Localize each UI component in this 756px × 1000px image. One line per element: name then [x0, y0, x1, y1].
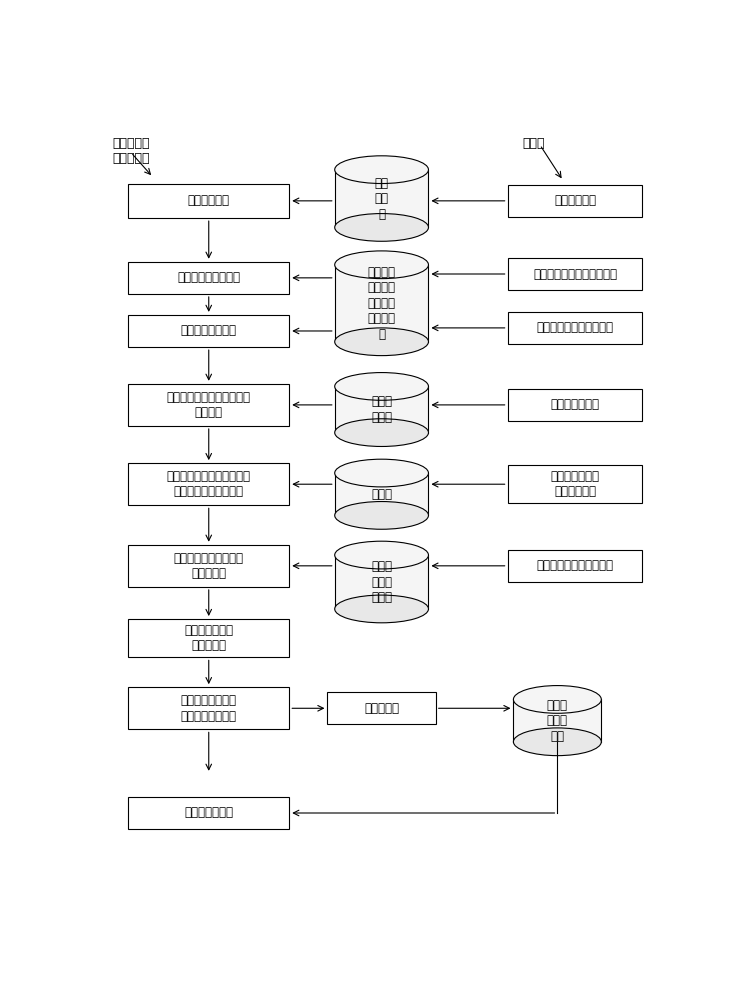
Text: 监控虚拟机实例: 监控虚拟机实例 [550, 398, 600, 411]
Bar [513, 699, 601, 742]
Text: 维护虚拟靶机镜像文件库: 维护虚拟靶机镜像文件库 [537, 321, 613, 334]
Bar [129, 687, 290, 729]
Bar [129, 463, 290, 505]
Ellipse shape [335, 156, 429, 184]
Ellipse shape [335, 373, 429, 400]
Bar [327, 692, 435, 724]
Text: 维护虚拟攻击机镜像文件库: 维护虚拟攻击机镜像文件库 [533, 267, 617, 280]
Text: 捕获的
网络数
据包: 捕获的 网络数 据包 [547, 699, 568, 743]
Text: 局域网用户
互联网用户: 局域网用户 互联网用户 [112, 137, 150, 165]
Bar [335, 265, 429, 342]
Ellipse shape [513, 686, 601, 713]
Ellipse shape [335, 419, 429, 446]
Bar [507, 312, 643, 344]
Bar [507, 550, 643, 582]
Text: 维护操作系统和
应用软件漏洞: 维护操作系统和 应用软件漏洞 [550, 470, 600, 498]
Text: 创建虚拟攻击机实例: 创建虚拟攻击机实例 [177, 271, 240, 284]
Text: 虚拟机
实例库: 虚拟机 实例库 [371, 395, 392, 424]
Ellipse shape [335, 459, 429, 487]
Text: 攻击工
具和防
护工具: 攻击工 具和防 护工具 [371, 560, 392, 604]
Text: 配置虚拟攻击机实例内
的攻击工具: 配置虚拟攻击机实例内 的攻击工具 [174, 552, 243, 580]
Text: 创建虚拟靶机实例: 创建虚拟靶机实例 [181, 324, 237, 337]
Text: 漏洞库: 漏洞库 [371, 488, 392, 501]
Text: 用户帐号验证: 用户帐号验证 [187, 194, 230, 207]
Bar [507, 185, 643, 217]
Ellipse shape [335, 251, 429, 279]
Ellipse shape [335, 541, 429, 569]
Text: 维护攻击工具和防护工具: 维护攻击工具和防护工具 [537, 559, 613, 572]
Bar [129, 797, 290, 829]
Bar [335, 555, 429, 609]
Bar [129, 619, 290, 657]
Bar [507, 465, 643, 503]
Ellipse shape [335, 328, 429, 356]
Text: 管理员: 管理员 [522, 137, 545, 150]
Bar [335, 170, 429, 227]
Text: 虚拟攻击
机和虚拟
靶机操作
系统镜像
库: 虚拟攻击 机和虚拟 靶机操作 系统镜像 库 [367, 266, 395, 341]
Bar [129, 545, 290, 587]
Bar [129, 315, 290, 347]
Bar [507, 389, 643, 421]
Bar [129, 384, 290, 426]
Text: 捕获数据包: 捕获数据包 [364, 702, 399, 715]
Text: 配置虚拟攻击机实例和虚拟
靶机实例: 配置虚拟攻击机实例和虚拟 靶机实例 [167, 391, 251, 419]
Text: 配置虚拟靶机实例漏洞，为
虚拟靶机安装防护工具: 配置虚拟靶机实例漏洞，为 虚拟靶机安装防护工具 [167, 470, 251, 498]
Bar [129, 262, 290, 294]
Ellipse shape [335, 214, 429, 241]
Text: 用虚拟攻击机实例
攻击虚拟靶机实例: 用虚拟攻击机实例 攻击虚拟靶机实例 [181, 694, 237, 723]
Bar [507, 258, 643, 290]
Bar [335, 473, 429, 515]
Ellipse shape [513, 728, 601, 756]
Text: 为虚拟靶机实例
配置防火墙: 为虚拟靶机实例 配置防火墙 [184, 624, 234, 652]
Ellipse shape [335, 595, 429, 623]
Bar [129, 184, 290, 218]
Ellipse shape [335, 502, 429, 529]
Text: 帐号
信息
库: 帐号 信息 库 [374, 177, 389, 221]
Text: 维护帐号信息: 维护帐号信息 [554, 194, 596, 207]
Bar [335, 386, 429, 433]
Text: 下载网络数据包: 下载网络数据包 [184, 806, 234, 820]
